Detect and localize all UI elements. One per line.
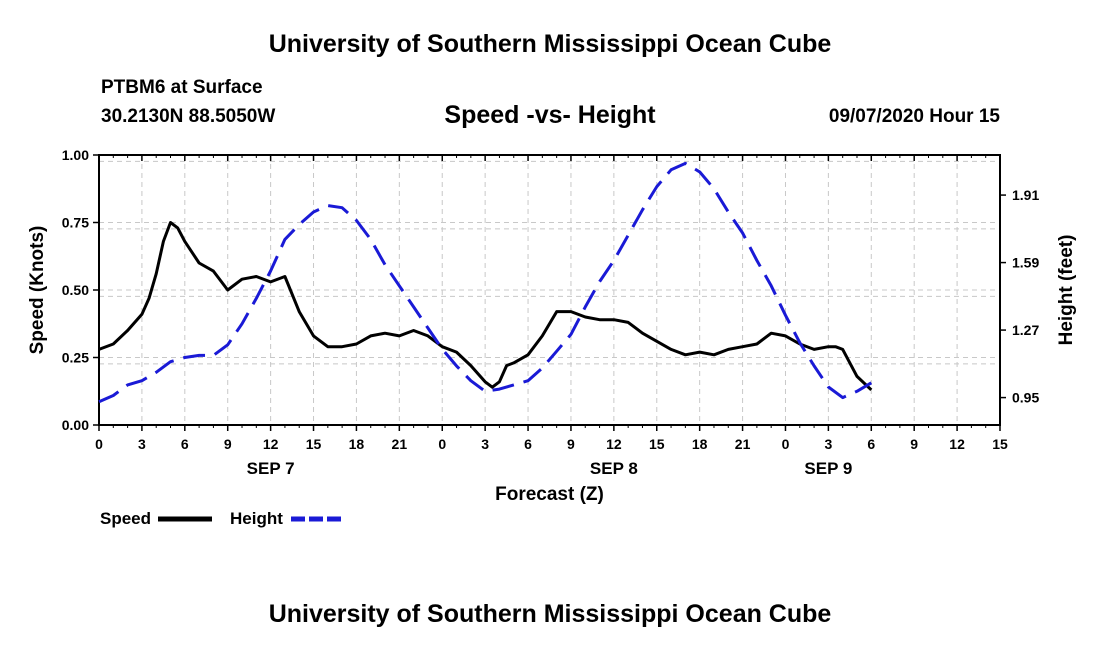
y-left-tick-label: 0.75 <box>62 215 89 231</box>
y-left-tick-label: 0.25 <box>62 350 89 366</box>
y-right-axis-title: Height (feet) <box>1056 235 1077 346</box>
y-left-tick-label: 1.00 <box>62 147 89 163</box>
x-tick-label: 21 <box>392 436 408 452</box>
x-tick-label: 3 <box>481 436 489 452</box>
chart-title: Speed -vs- Height <box>444 101 656 129</box>
y-right-tick-label: 0.95 <box>1012 390 1039 406</box>
day-label: SEP 7 <box>247 459 295 478</box>
y-left-tick-label: 0.00 <box>62 417 89 433</box>
x-tick-label: 15 <box>649 436 665 452</box>
x-tick-label: 6 <box>867 436 875 452</box>
axes <box>93 154 1006 431</box>
station-coordinates: 30.2130N 88.5050W <box>101 106 276 127</box>
y-right-tick-label: 1.59 <box>1012 255 1039 271</box>
legend-label-speed: Speed <box>100 509 151 528</box>
x-tick-label: 18 <box>349 436 365 452</box>
x-tick-label: 0 <box>782 436 790 452</box>
plot-frame <box>98 154 1001 426</box>
x-tick-label: 0 <box>438 436 446 452</box>
station-name: PTBM6 at Surface <box>101 77 263 98</box>
y-right-tick-label: 1.91 <box>1012 187 1039 203</box>
day-label: SEP 9 <box>804 459 852 478</box>
x-tick-label: 12 <box>949 436 965 452</box>
x-tick-label: 6 <box>524 436 532 452</box>
x-tick-label: 9 <box>910 436 918 452</box>
x-tick-label: 12 <box>606 436 622 452</box>
x-tick-label: 15 <box>992 436 1008 452</box>
footer-title: University of Southern Mississippi Ocean… <box>268 600 832 628</box>
x-axis-title: Forecast (Z) <box>495 484 604 505</box>
x-tick-label: 15 <box>306 436 322 452</box>
legend: Speed Height <box>100 509 343 528</box>
issue-time: 09/07/2020 Hour 15 <box>828 106 1000 127</box>
x-tick-label: 12 <box>263 436 279 452</box>
series-line-speed <box>98 221 873 391</box>
x-tick-label: 3 <box>824 436 832 452</box>
y-left-axis-title: Speed (Knots) <box>27 226 48 355</box>
x-tick-label: 0 <box>95 436 103 452</box>
series-line-height <box>98 161 873 404</box>
x-tick-label: 9 <box>567 436 575 452</box>
axis-labels: 0 3 6 9 12 15 18 21 0 3 6 9 12 15 18 21 0 3 6 9 12 15 0.00 0.25… <box>27 147 1077 505</box>
x-tick-label: 18 <box>692 436 708 452</box>
x-tick-label: 3 <box>138 436 146 452</box>
day-label: SEP 8 <box>590 459 638 478</box>
page-title: University of Southern Mississippi Ocean… <box>268 30 832 58</box>
x-tick-label: 6 <box>181 436 189 452</box>
y-right-tick-label: 1.27 <box>1012 322 1039 338</box>
x-tick-label: 9 <box>224 436 232 452</box>
x-tick-label: 21 <box>735 436 751 452</box>
legend-label-height: Height <box>230 509 283 528</box>
series <box>98 161 873 404</box>
y-left-tick-label: 0.50 <box>62 282 89 298</box>
